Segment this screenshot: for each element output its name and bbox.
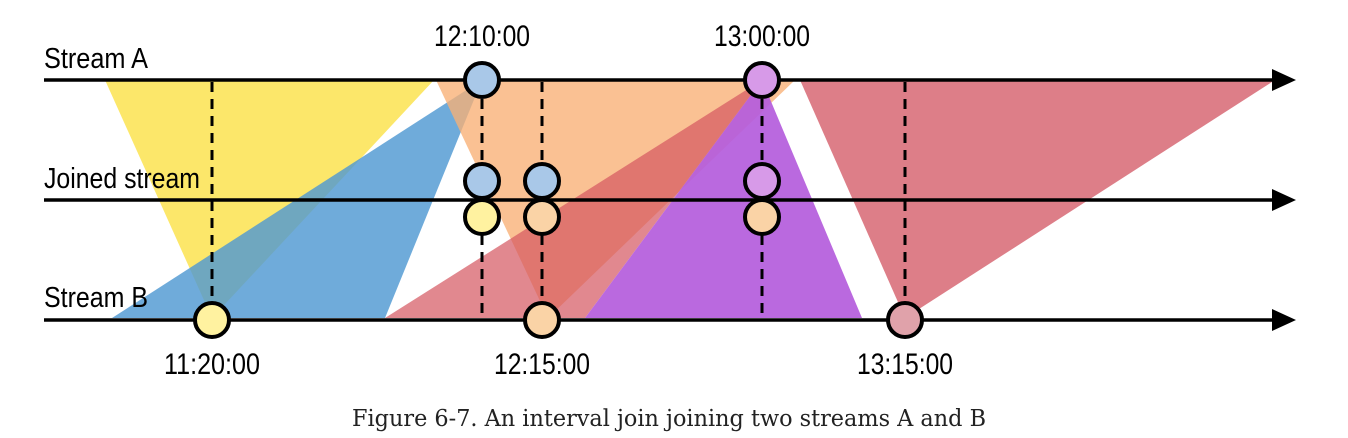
joined-event-b-3 — [743, 198, 781, 236]
stream-b-event-1215 — [523, 301, 561, 339]
stream-b-event-1120 — [193, 301, 231, 339]
joined-event-a-1 — [463, 162, 501, 200]
stream-b-label: Stream B — [44, 282, 148, 314]
stream-a-event-1300 — [743, 61, 781, 99]
stream-axes — [44, 69, 1296, 331]
stream-a-events — [463, 61, 781, 99]
time-label-a-1210: 12:10:00 — [434, 20, 530, 53]
stream-b-arrowhead — [1272, 309, 1296, 331]
stream-b-event-1315 — [886, 301, 924, 339]
time-label-b-1315: 13:15:00 — [857, 348, 953, 381]
joined-stream-arrowhead — [1272, 189, 1296, 211]
stream-b-events — [193, 301, 924, 339]
figure-caption: Figure 6-7. An interval join joining two… — [352, 406, 986, 432]
time-label-b-1120: 11:20:00 — [164, 348, 260, 381]
joined-event-a-3 — [743, 162, 781, 200]
joined-stream-label: Joined stream — [44, 163, 200, 195]
time-label-b-1215: 12:15:00 — [494, 348, 590, 381]
joined-event-a-2 — [523, 162, 561, 200]
interval-bounds — [210, 82, 907, 318]
stream-a-label: Stream A — [44, 43, 149, 75]
stream-a-arrowhead — [1272, 69, 1296, 91]
joined-event-b-1 — [463, 198, 501, 236]
stream-a-event-1210 — [463, 61, 501, 99]
joined-events — [463, 162, 781, 236]
joined-event-b-2 — [523, 198, 561, 236]
time-label-a-1300: 13:00:00 — [714, 20, 810, 53]
